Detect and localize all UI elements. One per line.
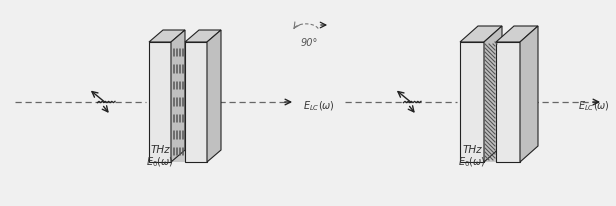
Text: THz: THz [150, 144, 170, 154]
Polygon shape [460, 27, 502, 43]
Polygon shape [185, 43, 207, 162]
Polygon shape [460, 43, 484, 162]
Text: $E_{LC}$($\omega$): $E_{LC}$($\omega$) [578, 99, 610, 112]
Polygon shape [520, 27, 538, 162]
Polygon shape [207, 31, 221, 162]
Text: $E_0$($\omega$): $E_0$($\omega$) [146, 154, 174, 168]
Text: $E_0$($\omega$): $E_0$($\omega$) [458, 154, 486, 168]
Polygon shape [171, 43, 185, 162]
Text: THz: THz [462, 144, 482, 154]
Polygon shape [484, 43, 496, 162]
Polygon shape [496, 27, 538, 43]
Text: 90°: 90° [301, 38, 318, 48]
Text: $E_{LC}$($\omega$): $E_{LC}$($\omega$) [303, 99, 335, 112]
Polygon shape [484, 27, 502, 162]
Polygon shape [149, 43, 171, 162]
Polygon shape [185, 31, 221, 43]
Polygon shape [496, 43, 520, 162]
Polygon shape [149, 31, 185, 43]
Polygon shape [171, 31, 185, 162]
